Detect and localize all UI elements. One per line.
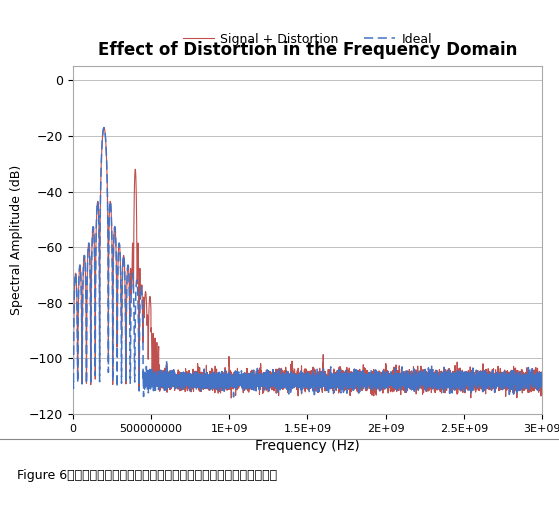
Signal + Distortion [261,375,268,381]
Signal + Distortion [210,376,217,382]
Ideal [319,375,326,381]
Ideal [471,376,477,382]
Signal + Distortion [319,376,326,382]
Ideal [265,377,272,383]
Ideal [101,125,107,131]
Line: Signal + Distortion: Signal + Distortion [73,128,542,398]
Signal + Distortion [69,315,76,321]
Signal + Distortion [471,374,477,380]
Ideal [230,394,237,400]
Signal + Distortion [539,382,546,388]
X-axis label: Frequency (Hz): Frequency (Hz) [255,439,360,453]
Ideal [539,382,546,388]
Text: Figure 6　歪みのない波形と高調波歪みのある波形のスペクトルの比較: Figure 6 歪みのない波形と高調波歪みのある波形のスペクトルの比較 [17,469,277,482]
Signal + Distortion [265,389,272,395]
Ideal [261,383,268,389]
Line: Ideal: Ideal [73,128,542,397]
Ideal [210,370,217,377]
Signal + Distortion [101,125,107,131]
Y-axis label: Spectral Amplitude (dB): Spectral Amplitude (dB) [10,165,23,315]
Ideal [409,374,415,380]
Legend: Signal + Distortion, Ideal: Signal + Distortion, Ideal [178,28,437,51]
Title: Effect of Distortion in the Frequency Domain: Effect of Distortion in the Frequency Do… [98,41,517,59]
Ideal [69,315,76,321]
Signal + Distortion [228,395,235,401]
Signal + Distortion [409,373,415,379]
